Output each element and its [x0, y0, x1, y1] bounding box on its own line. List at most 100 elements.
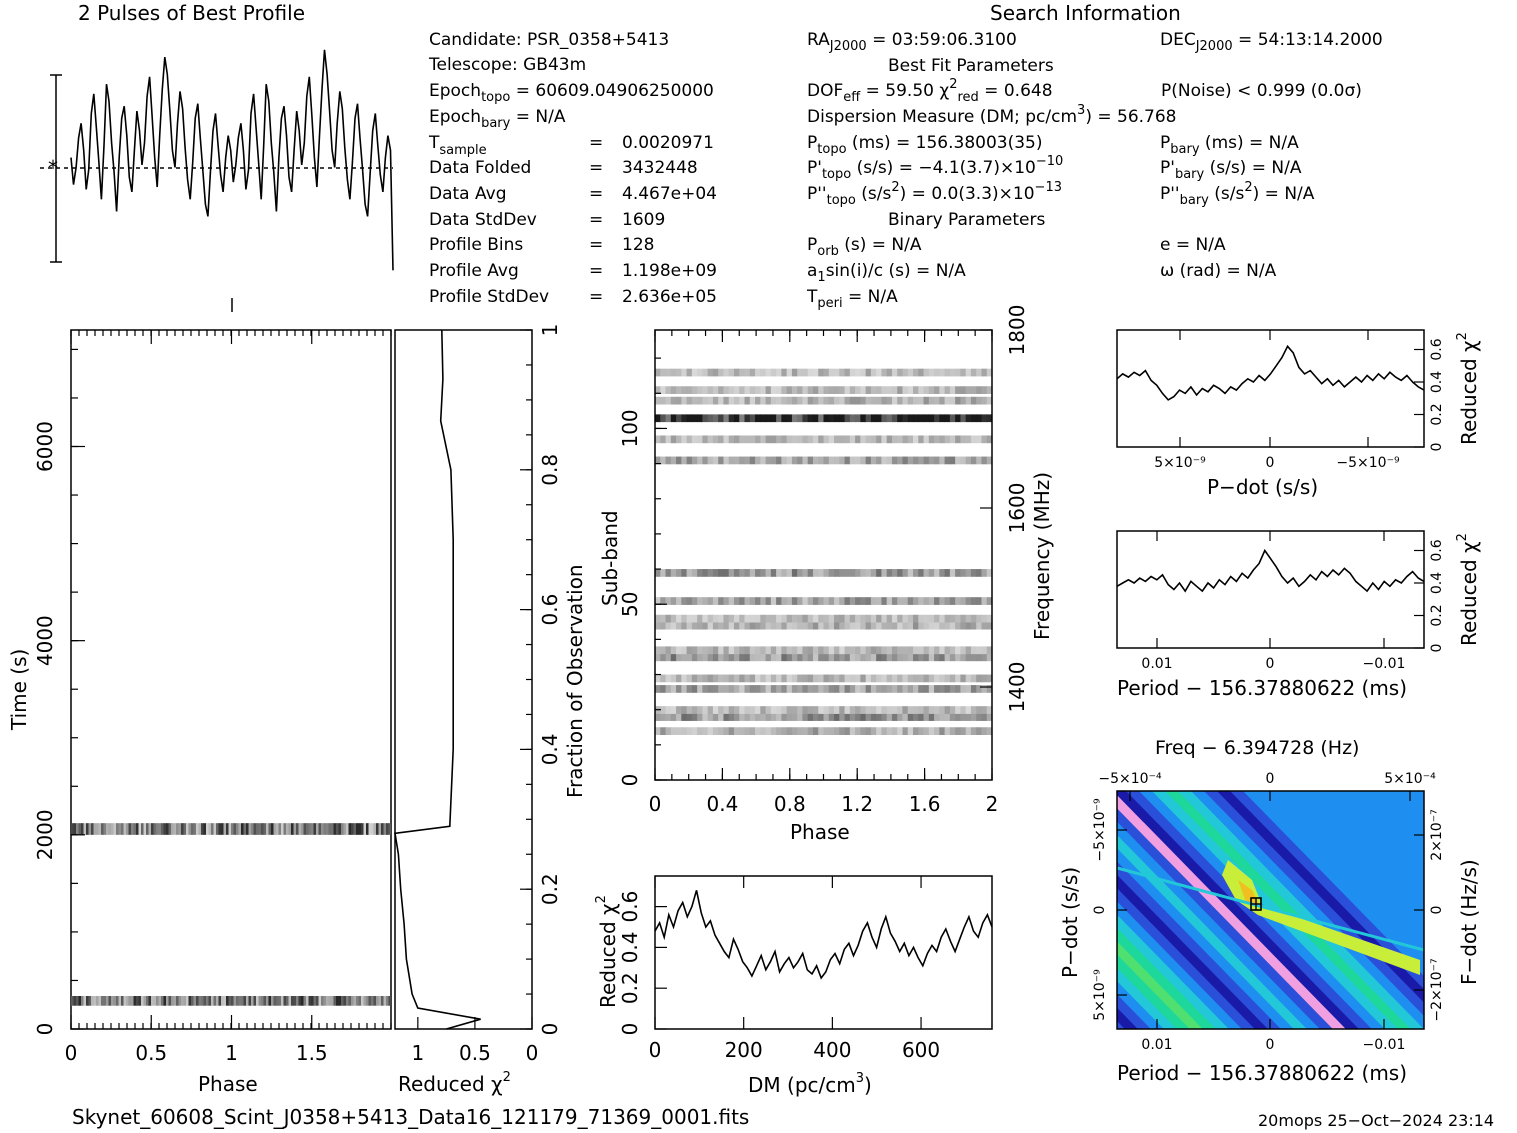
subband-cell [739, 597, 746, 605]
time-phase-band-cell [263, 823, 267, 835]
subband-cell [907, 685, 914, 693]
subband-cell [939, 368, 946, 377]
subband-cell [876, 368, 883, 377]
subband-cell [681, 456, 688, 465]
subband-cell [797, 614, 804, 623]
subband-cell [965, 569, 972, 577]
subband-cell [870, 621, 877, 630]
profile-bins-label: Profile Bins [429, 235, 523, 255]
subband-cell [733, 597, 740, 605]
subband-cell [807, 685, 814, 693]
pdd-bary-label: P''bary (s/s2) = N/A [1160, 180, 1315, 208]
subband-cell [881, 386, 888, 394]
subband-cell [760, 396, 767, 405]
subband-cell [944, 706, 951, 714]
subband-cell [755, 368, 761, 377]
time-phase-band-cell [338, 995, 342, 1006]
subband-cell [913, 621, 919, 630]
subband-cell [934, 674, 940, 683]
subband-cell [839, 713, 846, 721]
time-phase-band-cell [333, 823, 337, 835]
time-phase-band-cell [146, 995, 150, 1006]
subband-cell [791, 646, 798, 655]
subband-cell [886, 396, 893, 405]
subband-cell [828, 414, 835, 423]
subband-cell [786, 653, 793, 662]
subband-cell [944, 621, 951, 630]
subband-cell [876, 456, 883, 465]
time-phase-band-cell [116, 823, 120, 835]
subband-cell [707, 614, 714, 623]
time-phase-band-cell [266, 995, 270, 1006]
subband-cell [681, 646, 688, 655]
time-phase-band-cell [328, 995, 332, 1006]
subband-cell [749, 386, 756, 394]
subband-cell [723, 614, 730, 623]
subband-cell [970, 614, 977, 623]
subband-cell [786, 456, 793, 465]
subband-cell [907, 414, 914, 423]
subband-cell [786, 713, 793, 721]
time-phase-band-cell [93, 995, 97, 1006]
subband-cell [955, 597, 962, 605]
subband-cell [876, 674, 883, 683]
subband-cell [913, 456, 919, 465]
subband-cell [755, 396, 761, 405]
time-phase-band-cell [228, 995, 232, 1006]
subband-cell [823, 368, 830, 377]
time-phase-band-cell [313, 823, 317, 835]
subband-cell [907, 435, 914, 444]
time-phase-band-cell [133, 823, 137, 835]
subband-cell [923, 614, 930, 623]
pdot-period-map: Freq − 6.394728 (Hz) 0.01 0 −0.01−5×10⁻⁴ 0 5… [1058, 737, 1481, 1085]
subband-cell [865, 396, 872, 405]
time-phase-band-cell [188, 995, 192, 1006]
subband-cell [723, 674, 730, 683]
time-phase-band-cell [126, 823, 130, 835]
subband-cell [665, 597, 672, 605]
subband-cell [886, 713, 893, 721]
profile-bins-value: 128 [622, 235, 654, 255]
subband-cell [797, 674, 804, 683]
redchi-pdot-frame [1116, 329, 1425, 448]
subband-cell [970, 597, 977, 605]
subband-cell [955, 569, 962, 577]
subband-cell [876, 386, 883, 394]
subband-cell [770, 653, 777, 662]
subband-cell [770, 706, 777, 714]
subband-cell [876, 653, 883, 662]
subband-cell [981, 386, 988, 394]
p-topo-label: Ptopo (ms) = 156.38003(35) [807, 133, 1043, 157]
subband-cell [860, 569, 867, 577]
info-right-block: RAJ2000 = 03:59:06.3100 DECJ2000 = 54:13… [806, 30, 1383, 311]
subband-cell [802, 435, 809, 444]
subband-xtick-label: 0.8 [774, 792, 806, 816]
time-phase-band-cell [293, 823, 297, 835]
subband-cell [818, 414, 825, 423]
subband-cell [944, 435, 951, 444]
time-phase-band-cell [88, 995, 92, 1006]
subband-cell [749, 646, 756, 655]
time-phase-band-cell [291, 995, 295, 1006]
subband-cell [755, 597, 761, 605]
subband-cell [818, 706, 825, 714]
subband-cell [697, 414, 703, 423]
time-phase-band-cell [126, 995, 130, 1006]
subband-cell [812, 435, 819, 444]
subband-cell [860, 713, 867, 721]
subband-cell [913, 386, 919, 394]
subband-cell [791, 386, 798, 394]
time-phase-ytick-label: 2000 [33, 809, 57, 860]
subband-xtick-label: 2 [986, 792, 999, 816]
redchi-pdot-xlabel: P−dot (s/s) [1207, 475, 1318, 499]
subband-cell [760, 646, 767, 655]
subband-cell [733, 396, 740, 405]
subband-cell [955, 646, 962, 655]
subband-cell [918, 368, 925, 377]
subband-cell [981, 396, 988, 405]
time-phase-band-cell [158, 823, 162, 835]
epoch-topo-value: 60609.04906250000 [535, 81, 713, 101]
subband-cell [823, 456, 830, 465]
